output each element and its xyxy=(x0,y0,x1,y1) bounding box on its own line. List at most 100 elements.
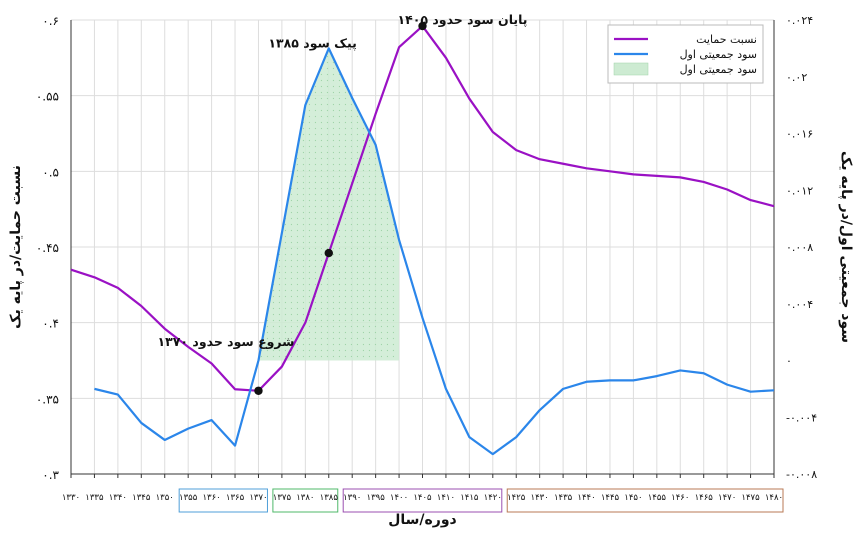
x-tick-label: ۱۴۶۵ xyxy=(695,493,714,503)
texture-dot xyxy=(338,55,341,58)
texture-dot xyxy=(272,193,275,196)
texture-dot xyxy=(362,61,365,64)
texture-dot xyxy=(308,133,311,136)
texture-dot xyxy=(392,355,395,358)
texture-dot xyxy=(272,187,275,190)
texture-dot xyxy=(344,319,347,322)
texture-dot xyxy=(290,97,293,100)
texture-dot xyxy=(386,271,389,274)
texture-dot xyxy=(302,313,305,316)
texture-dot xyxy=(314,247,317,250)
texture-dot xyxy=(362,271,365,274)
texture-dot xyxy=(296,319,299,322)
texture-dot xyxy=(296,157,299,160)
texture-dot xyxy=(356,271,359,274)
texture-dot xyxy=(344,97,347,100)
texture-dot xyxy=(380,247,383,250)
texture-dot xyxy=(356,265,359,268)
texture-dot xyxy=(326,181,329,184)
x-axis-label: دوره/سال xyxy=(388,512,457,528)
x-tick-label: ۱۳۴۰ xyxy=(109,493,127,503)
texture-dot xyxy=(284,85,287,88)
texture-dot xyxy=(308,145,311,148)
texture-dot xyxy=(302,337,305,340)
texture-dot xyxy=(392,283,395,286)
texture-dot xyxy=(278,73,281,76)
texture-dot xyxy=(392,109,395,112)
texture-dot xyxy=(356,211,359,214)
texture-dot xyxy=(296,55,299,58)
texture-dot xyxy=(290,253,293,256)
texture-dot xyxy=(362,79,365,82)
annotation-point xyxy=(418,21,427,31)
texture-dot xyxy=(272,145,275,148)
texture-dot xyxy=(326,349,329,352)
texture-dot xyxy=(314,115,317,118)
texture-dot xyxy=(278,109,281,112)
texture-dot xyxy=(326,211,329,214)
texture-dot xyxy=(374,295,377,298)
texture-dot xyxy=(338,91,341,94)
texture-dot xyxy=(272,91,275,94)
texture-dot xyxy=(386,181,389,184)
texture-dot xyxy=(314,217,317,220)
texture-dot xyxy=(326,199,329,202)
texture-dot xyxy=(308,139,311,142)
y-right-tick-label: ۰.۰۲۴ xyxy=(786,14,813,27)
texture-dot xyxy=(332,145,335,148)
texture-dot xyxy=(308,259,311,262)
texture-dot xyxy=(356,121,359,124)
texture-dot xyxy=(272,127,275,130)
texture-dot xyxy=(380,349,383,352)
texture-dot xyxy=(368,223,371,226)
texture-dot xyxy=(260,193,263,196)
texture-dot xyxy=(362,253,365,256)
x-tick-label: ۱۴۳۰ xyxy=(531,493,549,503)
texture-dot xyxy=(344,283,347,286)
texture-dot xyxy=(272,139,275,142)
texture-dot xyxy=(290,355,293,358)
texture-dot xyxy=(326,109,329,112)
texture-dot xyxy=(296,199,299,202)
texture-dot xyxy=(320,109,323,112)
texture-dot xyxy=(374,349,377,352)
texture-dot xyxy=(302,61,305,64)
texture-dot xyxy=(290,343,293,346)
texture-dot xyxy=(272,313,275,316)
texture-dot xyxy=(278,325,281,328)
texture-dot xyxy=(326,229,329,232)
texture-dot xyxy=(362,241,365,244)
texture-dot xyxy=(272,319,275,322)
texture-dot xyxy=(344,109,347,112)
texture-dot xyxy=(260,223,263,226)
texture-dot xyxy=(278,133,281,136)
texture-dot xyxy=(278,265,281,268)
texture-dot xyxy=(308,187,311,190)
texture-dot xyxy=(320,73,323,76)
texture-dot xyxy=(374,157,377,160)
x-tick-label: ۱۴۴۵ xyxy=(601,493,620,503)
texture-dot xyxy=(350,133,353,136)
texture-dot xyxy=(284,223,287,226)
texture-dot xyxy=(290,205,293,208)
texture-dot xyxy=(332,121,335,124)
texture-dot xyxy=(284,337,287,340)
texture-dot xyxy=(380,103,383,106)
texture-dot xyxy=(278,349,281,352)
texture-dot xyxy=(392,151,395,154)
texture-dot xyxy=(266,199,269,202)
texture-dot xyxy=(386,325,389,328)
texture-dot xyxy=(374,319,377,322)
texture-dot xyxy=(320,223,323,226)
texture-dot xyxy=(338,289,341,292)
texture-dot xyxy=(368,121,371,124)
x-tick-label: ۱۳۵۵ xyxy=(179,493,198,503)
texture-dot xyxy=(380,49,383,52)
texture-dot xyxy=(386,319,389,322)
texture-dot xyxy=(344,271,347,274)
texture-dot xyxy=(326,313,329,316)
texture-dot xyxy=(357,44,358,45)
x-tick-label: ۱۳۶۵ xyxy=(226,493,245,503)
texture-dot xyxy=(332,157,335,160)
